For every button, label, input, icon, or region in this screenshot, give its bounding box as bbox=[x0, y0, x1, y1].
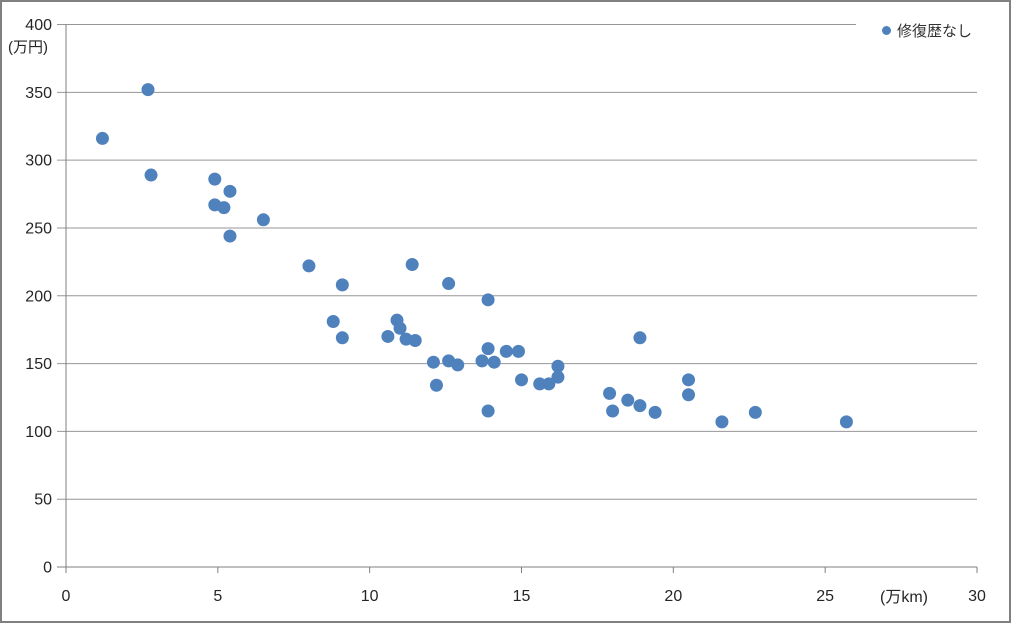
data-point bbox=[648, 405, 662, 419]
data-point bbox=[223, 229, 237, 243]
data-point bbox=[715, 415, 729, 429]
data-point bbox=[208, 172, 222, 186]
data-point bbox=[144, 168, 158, 182]
data-point bbox=[481, 404, 495, 418]
data-point bbox=[426, 355, 440, 369]
data-point bbox=[551, 370, 565, 384]
data-point bbox=[217, 201, 231, 215]
data-point bbox=[393, 321, 407, 335]
data-point bbox=[551, 359, 565, 373]
data-point bbox=[511, 344, 525, 358]
legend-marker-icon bbox=[881, 25, 891, 35]
data-point bbox=[748, 405, 762, 419]
y-tick-label: 200 bbox=[25, 288, 52, 305]
x-tick-label: 20 bbox=[664, 588, 682, 605]
data-point bbox=[335, 278, 349, 292]
x-tick-label: 15 bbox=[513, 588, 531, 605]
data-point bbox=[405, 258, 419, 272]
y-tick-label: 100 bbox=[25, 424, 52, 441]
data-point bbox=[533, 377, 547, 391]
data-point bbox=[633, 331, 647, 345]
data-point bbox=[302, 259, 316, 273]
data-point bbox=[95, 131, 109, 145]
data-point bbox=[606, 404, 620, 418]
x-axis-unit-label: (万km) bbox=[880, 589, 928, 606]
data-point bbox=[603, 386, 617, 400]
data-point bbox=[256, 213, 270, 227]
data-point bbox=[499, 344, 513, 358]
x-tick-label: 0 bbox=[62, 588, 71, 605]
data-point bbox=[682, 388, 696, 402]
data-point bbox=[682, 373, 696, 387]
data-point bbox=[335, 331, 349, 345]
y-tick-label: 350 bbox=[25, 85, 52, 102]
y-tick-label: 0 bbox=[43, 560, 52, 577]
x-tick-label: 30 bbox=[968, 588, 986, 605]
data-point bbox=[481, 342, 495, 356]
data-point bbox=[621, 393, 635, 407]
data-point bbox=[326, 315, 340, 329]
data-point bbox=[429, 378, 443, 392]
y-tick-label: 400 bbox=[25, 17, 52, 34]
data-point bbox=[481, 293, 495, 307]
data-point bbox=[451, 358, 465, 372]
y-axis-unit-label: (万円) bbox=[8, 39, 48, 56]
y-tick-label: 150 bbox=[25, 356, 52, 373]
y-tick-label: 50 bbox=[34, 492, 52, 509]
data-point bbox=[633, 399, 647, 413]
data-point bbox=[515, 373, 528, 387]
x-tick-label: 10 bbox=[361, 588, 379, 605]
data-point bbox=[475, 354, 489, 368]
data-point bbox=[542, 377, 556, 391]
y-tick-label: 300 bbox=[25, 153, 52, 170]
data-point bbox=[223, 184, 237, 198]
x-tick-label: 5 bbox=[213, 588, 222, 605]
data-point bbox=[839, 415, 853, 429]
data-point bbox=[442, 277, 456, 291]
data-point bbox=[408, 334, 422, 348]
data-point bbox=[487, 355, 501, 369]
data-point bbox=[141, 83, 155, 97]
legend: 修復歴なし bbox=[856, 14, 998, 46]
x-tick-label: 25 bbox=[816, 588, 834, 605]
legend-label: 修復歴なし bbox=[896, 22, 972, 40]
y-tick-label: 250 bbox=[25, 220, 52, 237]
data-point bbox=[381, 329, 395, 343]
